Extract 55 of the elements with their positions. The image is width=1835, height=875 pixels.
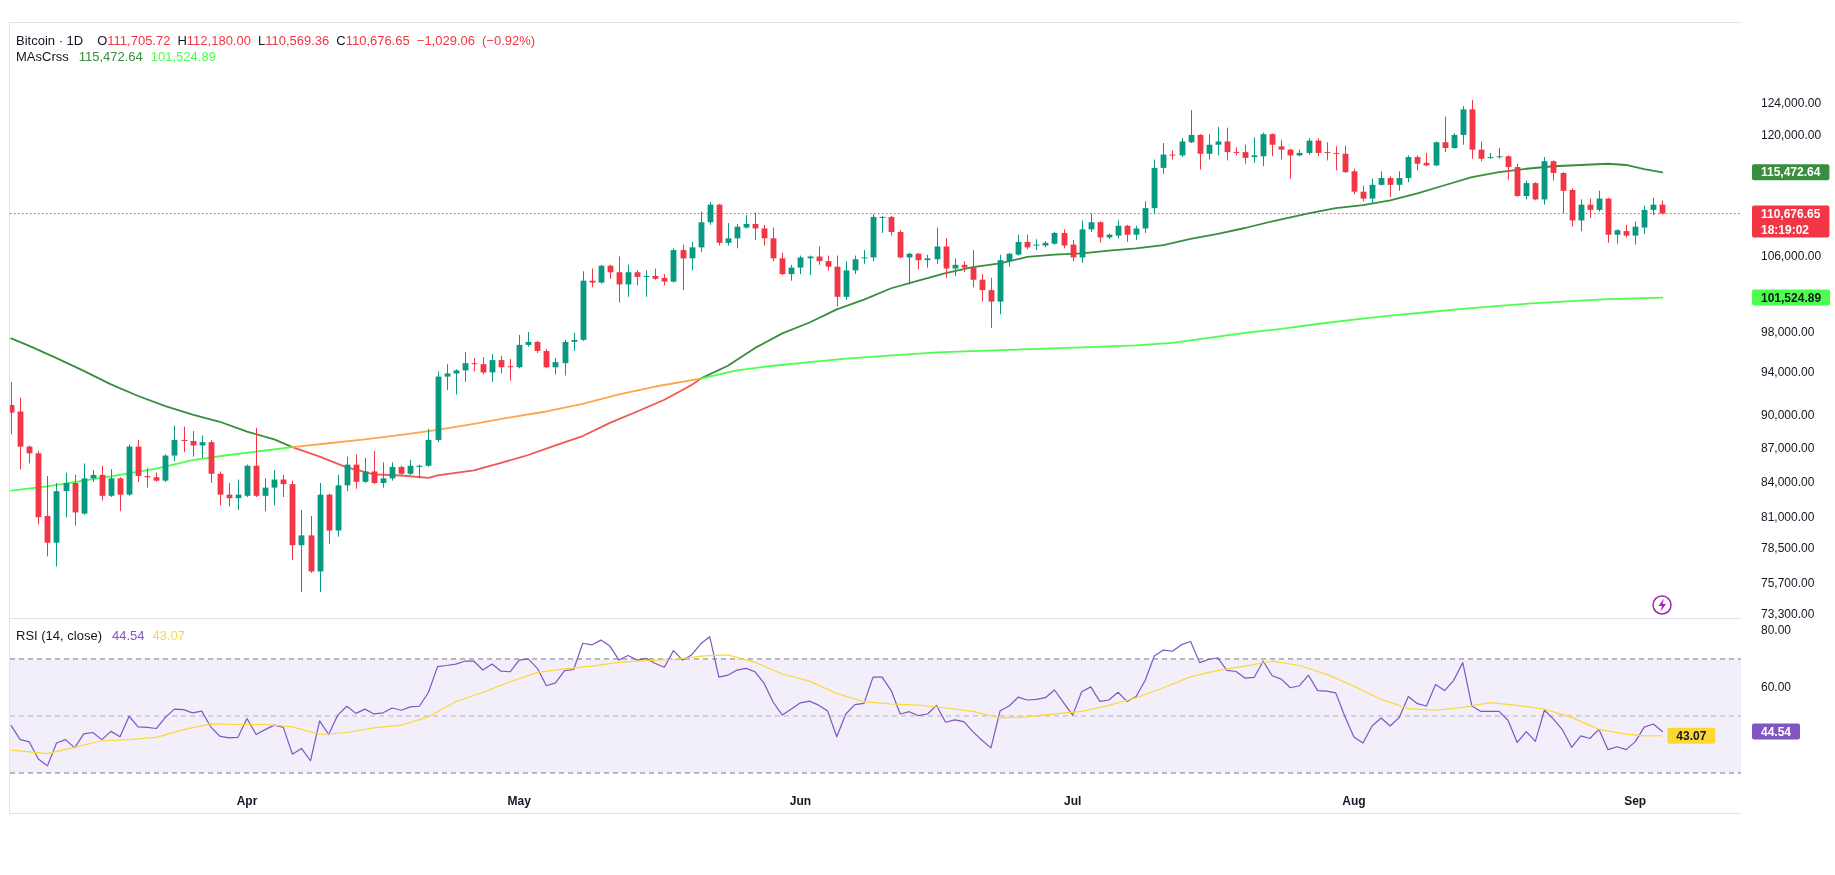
candlestick [797,255,804,275]
y-tick-label: 115,472.64 [1761,165,1821,180]
ref-line-label: 110,676.65 18:19:02 [1761,206,1821,237]
y-tick-label: 106,000.00 [1761,248,1822,263]
y-tick-label: 120,000.00 [1761,127,1822,142]
y-tick-label: 87,000.00 [1761,440,1815,455]
y-tick-label: 124,000.00 [1761,96,1822,111]
x-tick-label: Sep [1624,794,1647,808]
line-series [291,377,702,449]
line-series [10,337,294,449]
x-tick-label: May [507,794,532,808]
y-tick-label: 84,000.00 [1761,474,1815,489]
candlestick [988,277,995,329]
x-tick-label: Aug [1342,794,1366,808]
y-tick-label: 81,000.00 [1761,510,1815,525]
x-tick-label: Jul [1063,794,1082,808]
text: 115,472.64 [78,48,143,64]
candlestick [1215,126,1222,156]
line-series [10,446,294,492]
x-tick-label: Jun [789,794,812,808]
text: 44.54 [111,627,145,643]
y-tick-label: 78,500.00 [1761,540,1815,555]
candlestick [943,237,950,279]
text: O111,705.72 H112,180.00 L110,569.36 C110,676.65 −1,029.06 (−0.92%) [97,32,536,48]
y-tick-label: 90,000.00 [1761,407,1815,422]
candlestick [1396,170,1403,192]
text: Bitcoin · 1D [16,32,84,48]
candlestick [362,457,369,484]
legend-title: MAsCrss [16,48,70,64]
candlestick [1278,139,1285,161]
line-series [699,162,1664,380]
y-tick-label: 94,000.00 [1761,365,1815,380]
candlestick [380,461,387,489]
candlestick [589,268,596,288]
y-tick-label: 44.54 [1761,724,1792,739]
legend-title: RSI (14, close) [16,627,102,643]
y-tick-label: 75,700.00 [1761,576,1815,591]
candlestick [725,222,732,247]
data-label: 43.07 [1676,728,1707,743]
candlestick [444,363,451,391]
y-tick-label: 80.00 [1761,623,1792,638]
y-tick-label: 98,000.00 [1761,324,1815,339]
line-series [699,296,1664,380]
y-tick-label: 60.00 [1761,680,1792,695]
candlestick [1387,175,1394,198]
y-tick-label: 73,300.00 [1761,607,1815,622]
candlestick [371,450,378,485]
x-tick-label: Apr [236,794,258,808]
text: 43.07 [152,627,186,643]
candlestick [1269,132,1276,157]
text: 101,524.89 [150,48,216,64]
candlestick [1442,115,1449,153]
y-tick-label: 101,524.89 [1761,290,1822,305]
candlestick [1251,136,1258,164]
candlestick [10,381,15,435]
